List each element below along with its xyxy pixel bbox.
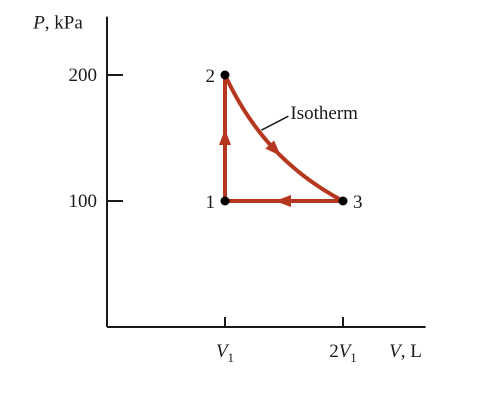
x-axis-title: V, L <box>389 341 422 362</box>
axes <box>106 16 426 328</box>
state-points: 1 2 3 <box>206 66 363 213</box>
state-point-1 <box>220 196 230 206</box>
state-point-2 <box>220 70 230 80</box>
x-axis-unit: , L <box>401 341 422 362</box>
y-axis-title: P, kPa <box>32 13 83 34</box>
x-ticks: V1 2V1 <box>216 317 357 365</box>
isobaric-arrow <box>275 195 291 207</box>
isochoric-arrow <box>219 129 231 145</box>
state-point-3 <box>338 196 348 206</box>
y-tick-label: 200 <box>69 65 98 86</box>
x-tick-label: 2V1 <box>329 341 357 365</box>
isotherm-leader <box>261 115 289 131</box>
y-tick-label: 100 <box>69 191 98 212</box>
x-tick-label: V1 <box>216 341 234 365</box>
arrowhead <box>275 195 291 207</box>
isotherm-arrow <box>265 140 281 157</box>
arrowhead <box>265 140 281 157</box>
arrowhead <box>219 129 231 145</box>
y-axis-unit: , kPa <box>45 13 84 34</box>
direction-arrows <box>219 129 291 207</box>
isotherm-curve <box>223 73 345 203</box>
y-ticks: 100 200 <box>69 65 123 212</box>
y-axis-var: P <box>32 13 45 34</box>
x-axis-var: V <box>389 341 403 362</box>
cycle-path <box>223 73 345 203</box>
state-label-2: 2 <box>206 66 216 87</box>
annotations: Isotherm <box>261 103 358 131</box>
state-label-3: 3 <box>353 192 363 213</box>
state-label-1: 1 <box>206 192 216 213</box>
isotherm-label: Isotherm <box>290 103 358 124</box>
